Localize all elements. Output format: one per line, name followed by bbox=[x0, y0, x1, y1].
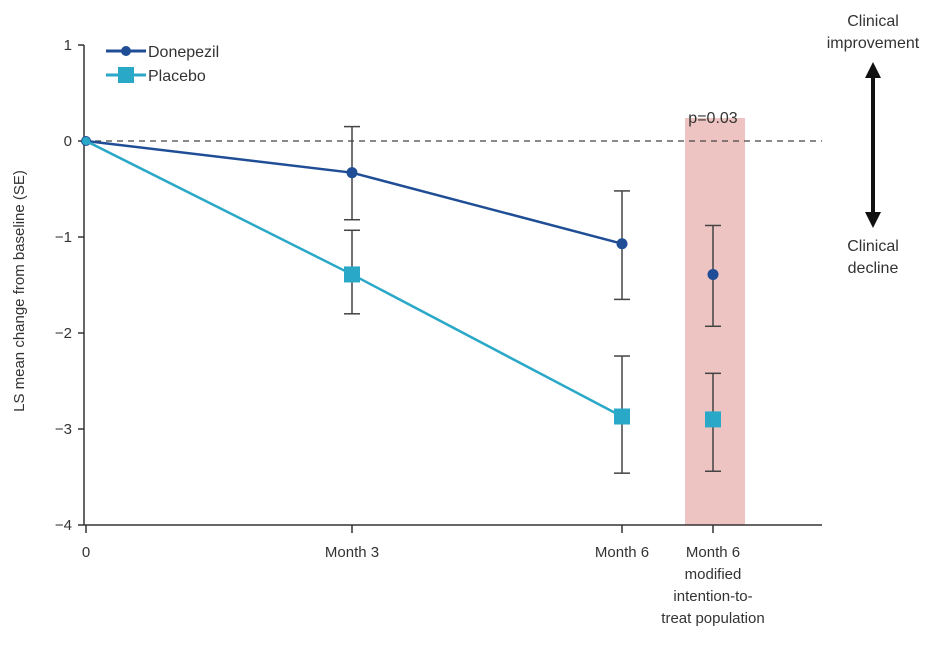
legend-item-donepezil: Donepezil bbox=[106, 44, 219, 61]
annotation-line: improvement bbox=[827, 35, 920, 52]
x-tick-label: Month 6 bbox=[595, 544, 649, 561]
y-tick-label: 0 bbox=[64, 133, 72, 150]
arrow-head-down bbox=[865, 212, 881, 228]
highlight-band bbox=[685, 118, 745, 525]
data-point bbox=[705, 411, 721, 428]
x-tick-label-line: Month 6 bbox=[686, 544, 740, 561]
series-placebo bbox=[82, 137, 721, 474]
annotation-line: Clinical bbox=[847, 13, 899, 30]
data-point bbox=[616, 238, 628, 250]
clinical-improvement-label: Clinical improvement bbox=[827, 13, 920, 52]
arrow-head-up bbox=[865, 62, 881, 78]
y-tick-label: −4 bbox=[55, 517, 72, 534]
annotations: Clinical improvement Clinical decline bbox=[827, 13, 920, 277]
legend-item-placebo: Placebo bbox=[106, 67, 206, 85]
x-tick-label: Month 3 bbox=[325, 544, 379, 561]
x-tick-label-line: Month 3 bbox=[325, 544, 379, 561]
y-tick-label: −3 bbox=[55, 421, 72, 438]
annotation-line: decline bbox=[848, 260, 899, 277]
y-tick-label: 1 bbox=[64, 37, 72, 54]
data-point bbox=[82, 137, 90, 145]
series-layer bbox=[81, 125, 721, 474]
highlight-layer: p=0.03 bbox=[685, 110, 745, 525]
x-tick-label-line: treat population bbox=[661, 610, 764, 627]
series-donepezil bbox=[81, 125, 721, 328]
y-tick-label: −2 bbox=[55, 325, 72, 342]
data-point bbox=[346, 167, 358, 179]
legend-label: Donepezil bbox=[148, 44, 219, 61]
legend-label: Placebo bbox=[148, 68, 206, 85]
x-tick-label-line: intention-to- bbox=[673, 588, 752, 605]
x-tick-label-line: modified bbox=[685, 566, 742, 583]
data-point bbox=[614, 408, 630, 425]
legend: Donepezil Placebo bbox=[106, 44, 219, 85]
data-point bbox=[707, 268, 719, 280]
x-tick-label: Month 6 modified intention-to-treat popula… bbox=[661, 544, 764, 627]
legend-marker bbox=[118, 67, 134, 83]
legend-marker bbox=[121, 46, 131, 56]
y-tick-label: −1 bbox=[55, 229, 72, 246]
x-tick-label-line: Month 6 bbox=[595, 544, 649, 561]
series-line bbox=[85, 139, 623, 245]
data-point bbox=[344, 266, 360, 283]
x-tick-label: 0 bbox=[82, 544, 90, 561]
clinical-decline-label: Clinical decline bbox=[847, 238, 899, 277]
axes: 1 0 −1 −2 −3 −4 0 Month 3 Month 6 Month 6 modified… bbox=[11, 37, 822, 627]
x-tick-label-line: 0 bbox=[82, 544, 90, 561]
y-axis-title: LS mean change from baseline (SE) bbox=[11, 170, 28, 412]
annotation-line: Clinical bbox=[847, 238, 899, 255]
p-value-label: p=0.03 bbox=[688, 110, 737, 127]
